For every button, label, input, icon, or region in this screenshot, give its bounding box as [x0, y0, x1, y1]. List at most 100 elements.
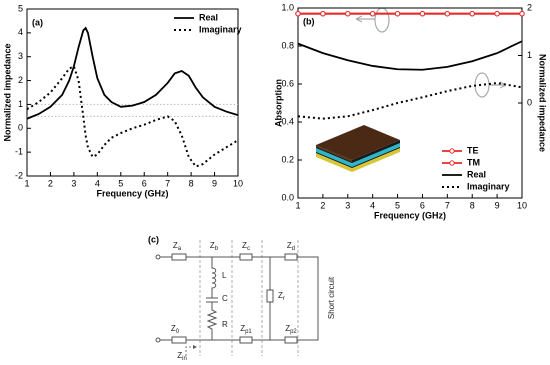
component-label: Za: [173, 241, 182, 251]
component-label: Zb: [210, 241, 219, 251]
y-tick-label: 0.6: [281, 78, 294, 88]
series-line: [297, 82, 523, 120]
x-tick-label: 2: [48, 178, 53, 188]
panel-label: (a): [32, 17, 43, 27]
marker: [419, 11, 426, 17]
x-tick-label: 4: [370, 200, 375, 210]
component-name: Z: [240, 324, 245, 333]
y2-tick-label: 0: [527, 97, 532, 107]
x-tick-label: 3: [71, 178, 76, 188]
y-tick-label: 2: [18, 75, 23, 85]
x-tick-label: 10: [233, 178, 243, 188]
panel-label: (c): [148, 234, 159, 244]
component-label: Zd: [287, 241, 295, 251]
y-tick-label: -1: [15, 147, 23, 157]
x-tick-label: 5: [395, 200, 400, 210]
x-tick-label: 7: [165, 178, 170, 188]
marker: [444, 11, 451, 17]
component-label: Zp1: [240, 324, 252, 334]
y-tick-label: 1: [18, 99, 23, 109]
axis-pointer: [355, 7, 507, 98]
component-subscript: d: [292, 246, 295, 252]
x-tick-label: 8: [470, 200, 475, 210]
y-tick-label: 3: [18, 51, 23, 61]
component-subscript: c: [247, 246, 250, 252]
x-axis-label: Frequency (GHz): [374, 210, 446, 220]
legend-marker: [449, 160, 455, 166]
legend-marker: [449, 148, 455, 154]
element-label: C: [222, 294, 228, 303]
y-tick-label: 0: [18, 123, 23, 133]
y-tick-label: 0.2: [281, 154, 294, 164]
x-tick-label: 10: [517, 200, 527, 210]
component-subscript: in: [182, 356, 187, 362]
component-label: Z0: [171, 324, 180, 334]
marker: [345, 11, 351, 17]
x-tick-label: 1: [295, 200, 300, 210]
component-label: Zc: [242, 241, 250, 251]
plot-frame: [26, 8, 239, 177]
absorber-illustration: [316, 125, 400, 172]
component-name: Z: [210, 241, 215, 250]
x-tick-label: 6: [420, 200, 425, 210]
x-tick-label: 4: [95, 178, 100, 188]
component-name: Z: [285, 324, 290, 333]
y-tick-label: 1.0: [281, 2, 294, 12]
x-tick-label: 7: [445, 200, 450, 210]
marker: [494, 11, 500, 17]
component-subscript: p1: [245, 329, 252, 335]
legend-label: TM: [467, 157, 480, 167]
circuit: [155, 240, 319, 356]
component-subscript: b: [215, 246, 219, 252]
element-label: L: [222, 271, 227, 280]
element-label: R: [222, 320, 228, 329]
marker: [369, 11, 376, 17]
component-name: Z: [171, 324, 176, 333]
legend-label: TE: [467, 145, 479, 155]
series-line: [297, 40, 523, 71]
legend-label: Imaginary: [199, 24, 242, 34]
x-tick-label: 8: [189, 178, 194, 188]
y-tick-label: 0.0: [281, 192, 294, 202]
marker: [394, 11, 401, 17]
y-axis-label: Normalized impedance: [2, 43, 12, 141]
marker: [320, 11, 326, 17]
series-line: [26, 26, 239, 120]
legend-label: Real: [199, 12, 218, 22]
plot-frame: [297, 7, 523, 199]
y-tick-label: 5: [18, 3, 23, 13]
y-tick-label: 4: [18, 27, 23, 37]
y-tick-label: 0.8: [281, 40, 294, 50]
y2-axis-label: Normalized impedance: [538, 54, 548, 152]
y-axis-label: Absorption: [273, 79, 283, 127]
component-name: Z: [278, 291, 283, 300]
component-subscript: p2: [290, 329, 297, 335]
y-tick-label: -2: [15, 170, 23, 180]
marker: [295, 11, 301, 17]
component-name: Z: [177, 351, 182, 360]
y2-tick-label: 2: [527, 2, 532, 12]
x-axis-label: Frequency (GHz): [96, 188, 168, 198]
x-tick-label: 9: [495, 200, 500, 210]
short-circuit-label: Short circuit: [327, 276, 336, 319]
legend-label: Imaginary: [467, 181, 510, 191]
x-tick-label: 2: [320, 200, 325, 210]
x-tick-label: 9: [212, 178, 217, 188]
component-name: Z: [242, 241, 247, 250]
x-tick-label: 1: [24, 178, 29, 188]
component-subscript: a: [178, 246, 182, 252]
component-label: Zin: [177, 351, 187, 361]
series-line: [26, 64, 239, 168]
component-name: Z: [287, 241, 292, 250]
component-subscript: 0: [176, 329, 180, 335]
component-label: Zp2: [285, 324, 297, 334]
x-tick-label: 5: [118, 178, 123, 188]
marker: [519, 11, 525, 17]
legend-label: Real: [467, 169, 486, 179]
component-label: Zr: [278, 291, 285, 301]
y-tick-label: 0.4: [281, 116, 294, 126]
component-subscript: r: [283, 296, 285, 302]
x-tick-label: 3: [345, 200, 350, 210]
marker: [469, 11, 475, 17]
